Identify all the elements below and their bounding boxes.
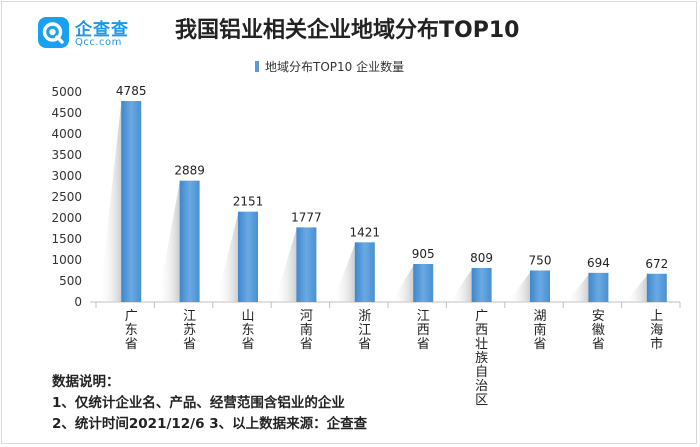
- data-label: 905: [412, 247, 435, 261]
- bar-shadow: [624, 275, 647, 302]
- data-label: 4785: [116, 84, 147, 98]
- bar: [121, 101, 142, 302]
- bar: [354, 242, 375, 302]
- bar: [530, 270, 550, 302]
- bar-shadow: [566, 274, 589, 302]
- bar-shadow: [508, 272, 530, 302]
- bar: [471, 268, 492, 302]
- x-tick-label: 江苏省: [183, 309, 196, 352]
- data-label: 2151: [233, 195, 264, 209]
- data-notes: 数据说明： 1、仅统计企业名、产品、经营范围含铝业的企业 2、统计时间2021/…: [52, 372, 367, 435]
- y-tick-label: 2000: [51, 211, 82, 225]
- bar: [588, 272, 609, 302]
- x-tick-label: 广西壮族自治区: [475, 309, 488, 408]
- data-label: 672: [645, 257, 668, 271]
- y-tick-label: 3000: [51, 169, 82, 183]
- bar: [413, 263, 434, 302]
- bar: [296, 227, 317, 302]
- data-label: 694: [587, 256, 610, 270]
- bar-shadow: [274, 229, 297, 302]
- x-tick-label: 广东省: [125, 309, 138, 352]
- data-label: 2889: [174, 164, 205, 178]
- qcc-logo: 企查查 Qcc.com: [38, 15, 158, 55]
- x-tick-label: 上海市: [650, 309, 663, 352]
- y-tick-label: 3500: [51, 148, 82, 162]
- logo-domain: Qcc.com: [75, 37, 122, 48]
- notes-line-1: 1、仅统计企业名、产品、经营范围含铝业的企业: [52, 395, 345, 411]
- y-tick-label: 1000: [51, 253, 82, 267]
- data-label: 1777: [291, 210, 322, 224]
- bar: [179, 180, 200, 302]
- bar-shadow: [216, 213, 238, 302]
- x-tick-label: 浙江省: [358, 309, 371, 352]
- data-label: 809: [470, 251, 493, 265]
- y-tick-label: 4500: [51, 106, 82, 120]
- chart-legend: 地域分布TOP10 企业数量: [255, 58, 404, 74]
- y-tick-label: 0: [74, 295, 82, 309]
- chart-title: 我国铝业相关企业地域分布TOP10: [175, 18, 520, 43]
- data-label: 750: [529, 254, 552, 268]
- bar-shadow: [391, 265, 414, 302]
- data-label: 1421: [350, 225, 381, 239]
- y-tick-label: 500: [59, 274, 82, 288]
- legend-swatch: [255, 61, 259, 72]
- y-tick-label: 4000: [51, 127, 82, 141]
- bar: [238, 211, 258, 302]
- notes-line-2: 2、统计时间2021/12/6 3、以上数据来源：企查查: [52, 416, 368, 432]
- x-tick-label: 江西省: [417, 309, 430, 352]
- qcc-logo-icon: [38, 17, 69, 48]
- bar-shadow: [99, 103, 122, 302]
- bar-shadow: [157, 182, 180, 302]
- y-tick-label: 2500: [51, 190, 82, 204]
- bar: [646, 273, 667, 302]
- x-tick-label: 山东省: [241, 309, 254, 352]
- x-tick-label: 安徽省: [592, 309, 605, 352]
- legend-label: 地域分布TOP10 企业数量: [265, 60, 405, 74]
- y-tick-label: 5000: [51, 85, 82, 99]
- x-tick-label: 河南省: [300, 309, 313, 352]
- y-tick-label: 1500: [51, 232, 82, 246]
- notes-heading: 数据说明：: [52, 374, 120, 390]
- x-tick-label: 湖南省: [533, 309, 546, 352]
- logo-name: 企查查: [75, 20, 129, 40]
- bar-shadow: [449, 270, 472, 302]
- bar-shadow: [332, 244, 355, 302]
